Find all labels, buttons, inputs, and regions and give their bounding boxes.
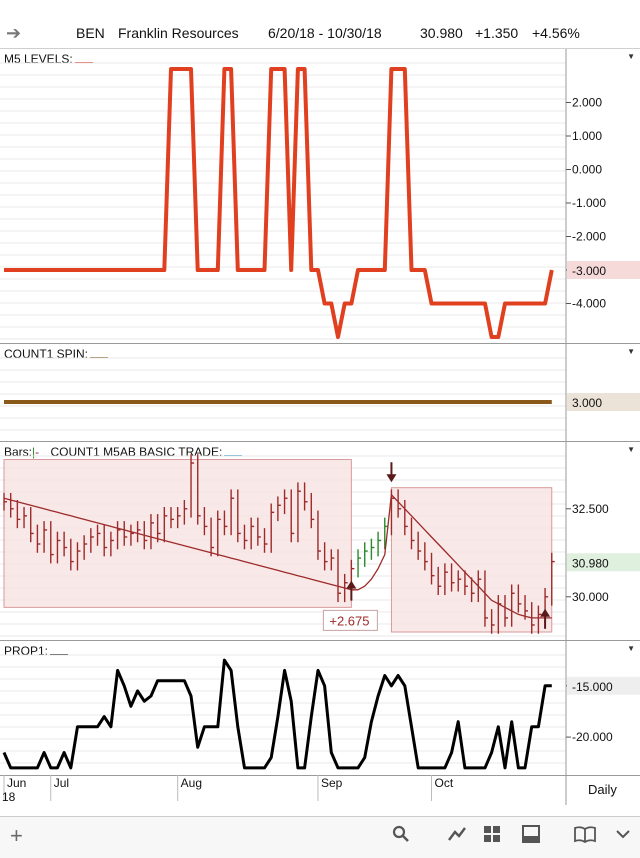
last-value-box [567,393,640,411]
prop1-line [2,658,552,770]
trade-box [3,459,352,608]
dropdown-icon[interactable]: ▼ [627,644,635,653]
y-tick-label: 32.500 [572,502,609,516]
count1-spin-chart: 3.000 [0,344,640,441]
plus-icon[interactable]: + [10,823,23,848]
draw-icon[interactable] [447,825,467,849]
last-value-label: 3.000 [572,396,602,410]
y-tick-label: -2.000 [572,230,606,244]
last-value-box [567,261,640,279]
layout-icon[interactable] [522,825,540,849]
signal-down-arrowhead [386,474,397,483]
x-tick-label: Jun [7,776,26,790]
y-tick-label: -20.000 [572,730,613,744]
y-tick-label: 2.000 [572,96,602,110]
dropdown-icon[interactable]: ▼ [627,445,635,454]
y-tick-label: 30.000 [572,590,609,604]
y-tick-label: -1.000 [572,196,606,210]
x-tick-label: Sep [321,776,343,790]
trade-result-label: +2.675 [329,613,369,628]
last-value-label: 30.980 [572,556,609,570]
prop1-panel: PROP1: ▼ -15.000-20.000-15.000 [0,641,640,775]
toolbar: + [0,816,640,858]
y-tick-label: 0.000 [572,163,602,177]
date-range[interactable]: 6/20/18 - 10/30/18 [268,25,382,41]
last-value-label: -3.000 [572,264,606,278]
period-selector[interactable]: Daily [588,782,617,797]
dropdown-icon[interactable]: ▼ [627,52,635,61]
y-tick-label: 1.000 [572,129,602,143]
x-year-label: 18 [2,790,16,804]
company-name: Franklin Resources [118,25,239,41]
price-change: +1.350 [475,25,519,41]
symbol-header: ➔ BEN Franklin Resources 6/20/18 - 10/30… [0,18,640,49]
symbol[interactable]: BEN [76,25,105,41]
last-value-box [567,676,640,695]
book-icon[interactable] [574,825,596,849]
date-axis: Jun Jul Aug Sep Oct 18 [0,775,640,805]
last-value-label: -15.000 [572,680,613,694]
signal-up-arrowhead [346,580,357,589]
x-tick-label: Jul [54,776,69,790]
search-icon[interactable] [392,825,410,849]
x-tick-label: Oct [435,776,454,790]
dropdown-icon[interactable]: ▼ [627,347,635,356]
x-tick-label: Aug [181,776,202,790]
count1-spin-panel: COUNT1 SPIN: ▼ 3.000 [0,344,640,442]
m5-level-line [4,67,554,339]
m5-levels-panel: M5 LEVELS: ▼ 2.000 1.000 0.000 -1.000 -2.000… [0,49,640,344]
bars-panel: Bars:|- COUNT1 M5AB BASIC TRADE: ▼ 32.50… [0,442,640,641]
last-price: 30.980 [420,25,463,41]
signal-up-arrowhead [540,608,551,617]
price-change-pct: +4.56% [532,25,580,41]
trend-line [3,494,552,619]
arrow-right-icon[interactable]: ➔ [6,23,22,43]
m5-levels-chart: 2.0001.0000.000-1.000-2.000-3.000-4.000-… [0,49,640,343]
y-tick-label: -4.000 [572,297,606,311]
grid-icon[interactable] [483,825,501,849]
trade-result-box [322,609,378,631]
price-bars-chart: 32.500 30.000 30.980 +2.675 [0,442,640,640]
prop1-chart: -15.000-20.000-15.000 [0,641,640,775]
last-value-box [567,553,640,572]
dropdown-icon[interactable] [614,825,632,849]
